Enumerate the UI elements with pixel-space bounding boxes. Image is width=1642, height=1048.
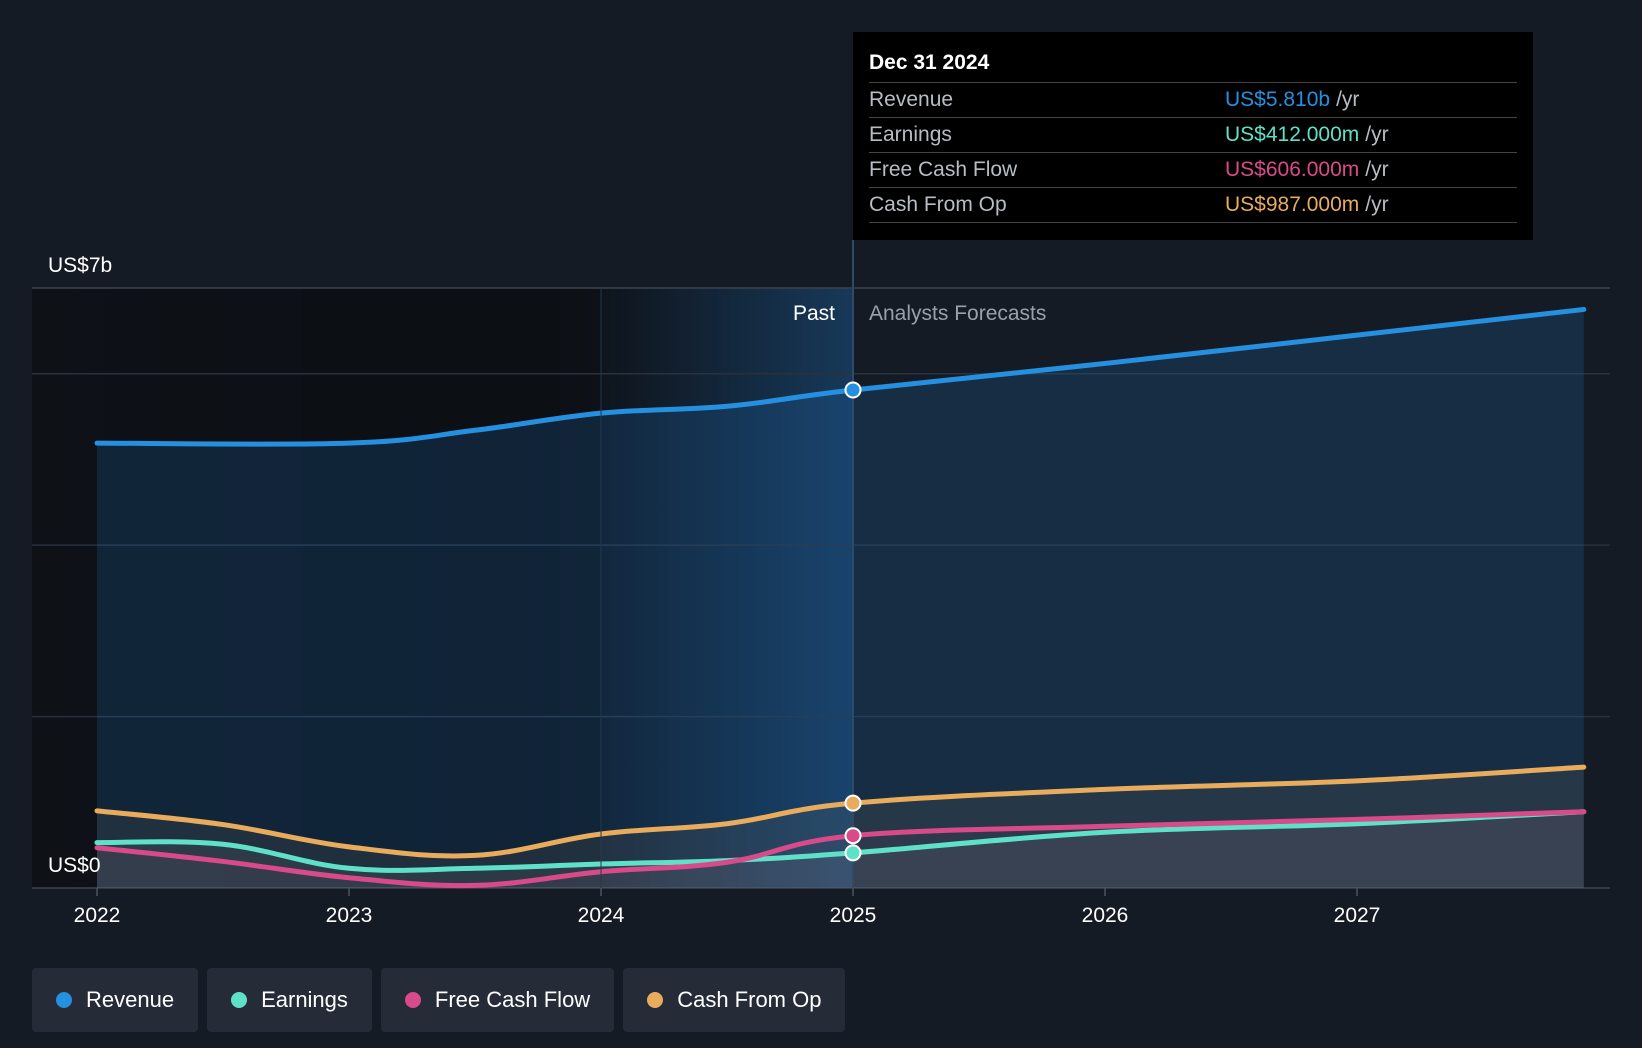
free-cash-flow-area: [97, 811, 1584, 888]
tooltip-value: US$606.000m: [1225, 158, 1360, 181]
tooltip-date: Dec 31 2024: [869, 46, 1517, 83]
x-axis-ticks: 2022 2023 2024 2025 2026 2027: [74, 888, 1381, 927]
legend-label: Free Cash Flow: [434, 987, 591, 1012]
x-tick-label: 2025: [830, 904, 877, 927]
legend-dot-icon: [404, 992, 421, 1008]
legend-item-revenue[interactable]: Revenue: [32, 968, 199, 1032]
tooltip-label: Revenue: [869, 88, 954, 111]
legend: Revenue Earnings Free Cash Flow Cash Fro…: [32, 968, 846, 1032]
tooltip-label: Free Cash Flow: [869, 158, 1018, 181]
legend-label: Cash From Op: [677, 987, 822, 1012]
tooltip-row-cash-from-op: Cash From Op US$987.000m /yr: [869, 188, 1517, 223]
tooltip-row-earnings: Earnings US$412.000m /yr: [869, 118, 1517, 153]
y-axis-bottom-label: US$0: [48, 854, 101, 877]
analysts-forecasts-label: Analysts Forecasts: [869, 302, 1046, 325]
revenue-area: [97, 309, 1584, 888]
past-label: Past: [793, 302, 835, 325]
series-lines: [94, 306, 1587, 889]
tooltip-unit: /yr: [1365, 123, 1389, 146]
grid-lines: [32, 287, 1610, 889]
tooltip-unit: /yr: [1365, 158, 1389, 181]
x-tick-label: 2024: [578, 904, 625, 927]
tooltip-label: Earnings: [869, 123, 952, 146]
revenue-marker: [844, 381, 862, 399]
legend-item-earnings[interactable]: Earnings: [207, 968, 372, 1032]
x-tick-label: 2023: [326, 904, 373, 927]
tooltip-value: US$987.000m: [1225, 193, 1360, 216]
cash-from-op-line: [94, 764, 1587, 859]
earnings-marker: [844, 844, 862, 862]
tooltip-value: US$412.000m: [1225, 123, 1360, 146]
legend-label: Earnings: [261, 987, 348, 1012]
legend-dot-icon: [231, 992, 248, 1008]
tooltip: Dec 31 2024 Revenue US$5.810b /yr Earnin…: [853, 32, 1533, 240]
legend-item-free-cash-flow[interactable]: Free Cash Flow: [380, 968, 615, 1032]
hover-markers: [844, 381, 862, 862]
tooltip-value: US$5.810b: [1225, 88, 1331, 111]
y-axis-top-label: US$7b: [48, 254, 112, 277]
x-tick-label: 2027: [1334, 904, 1381, 927]
tooltip-row-revenue: Revenue US$5.810b /yr: [869, 83, 1517, 118]
series-areas: [97, 309, 1584, 888]
recent-past-highlight: [601, 288, 853, 888]
x-tick-label: 2022: [74, 904, 121, 927]
legend-dot-icon: [647, 992, 664, 1008]
tooltip-unit: /yr: [1336, 88, 1360, 111]
tooltip-label: Cash From Op: [869, 193, 1007, 216]
cash-from-op-marker: [844, 794, 862, 812]
axis-text: US$7b US$0 Past Analysts Forecasts: [48, 254, 1046, 877]
tooltip-row-free-cash-flow: Free Cash Flow US$606.000m /yr: [869, 153, 1517, 188]
x-tick-label: 2026: [1082, 904, 1129, 927]
tooltip-unit: /yr: [1365, 193, 1389, 216]
legend-label: Revenue: [86, 987, 175, 1012]
free-cash-flow-marker: [844, 827, 862, 845]
legend-dot-icon: [56, 992, 72, 1008]
legend-item-cash-from-op[interactable]: Cash From Op: [623, 968, 846, 1032]
free-cash-flow-line: [94, 809, 1587, 889]
revenue-line: [94, 306, 1587, 447]
